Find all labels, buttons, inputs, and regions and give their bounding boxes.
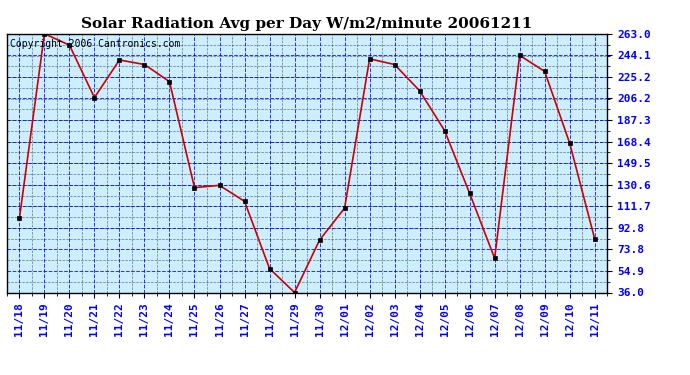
Title: Solar Radiation Avg per Day W/m2/minute 20061211: Solar Radiation Avg per Day W/m2/minute … xyxy=(81,17,533,31)
Text: Copyright 2006 Cantronics.com: Copyright 2006 Cantronics.com xyxy=(10,39,180,49)
